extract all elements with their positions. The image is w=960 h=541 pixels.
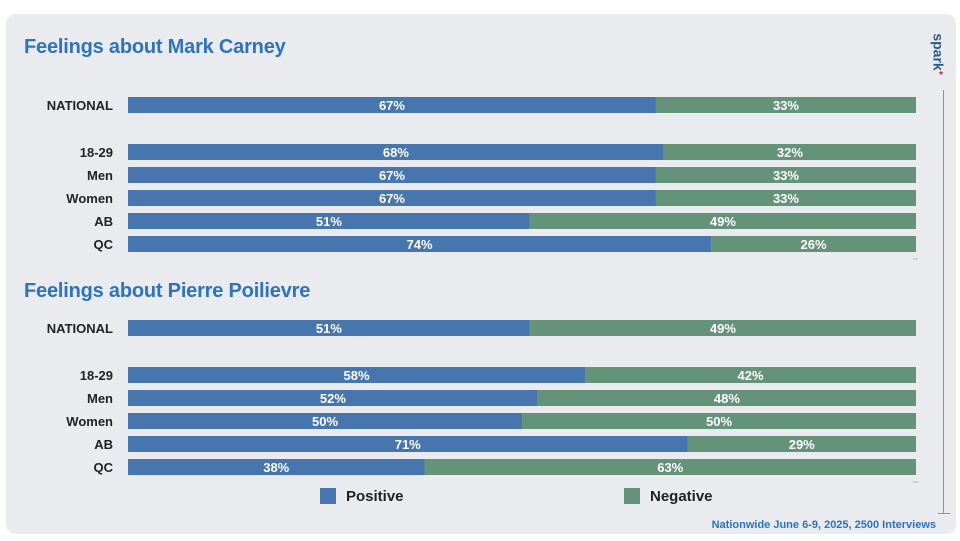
legend-positive: Positive	[320, 487, 404, 505]
bar-negative	[537, 390, 916, 406]
source-note: Nationwide June 6-9, 2025, 2500 Intervie…	[711, 519, 936, 531]
data-label: 52%	[320, 391, 346, 406]
data-label: 26%	[801, 237, 827, 252]
bar-negative	[529, 213, 916, 229]
bar-positive	[128, 367, 586, 383]
data-label: 42%	[738, 368, 764, 383]
data-label: 33%	[773, 168, 799, 183]
data-label: 50%	[706, 414, 732, 429]
bar-negative	[424, 459, 916, 475]
category-label: NATIONAL	[47, 321, 113, 336]
bar-negative	[711, 236, 916, 252]
data-label: 48%	[714, 391, 740, 406]
legend-positive-label: Positive	[346, 487, 404, 505]
legend-negative-label: Negative	[650, 487, 713, 505]
bar-negative	[655, 167, 916, 183]
category-label: AB	[94, 437, 113, 452]
data-label: 63%	[657, 460, 683, 475]
bar-positive	[128, 97, 656, 113]
brand-rule-cap	[938, 513, 950, 514]
data-label: 74%	[407, 237, 433, 252]
data-label: 67%	[379, 168, 405, 183]
brand-star-icon: *	[939, 70, 943, 81]
chart-title-poilievre: Feelings about Pierre Poilievre	[24, 280, 311, 302]
data-label: 49%	[710, 321, 736, 336]
data-label: 51%	[316, 321, 342, 336]
bar-negative	[655, 97, 916, 113]
bar-negative	[529, 320, 916, 336]
data-label: 32%	[777, 145, 803, 160]
bar-positive	[128, 320, 530, 336]
category-label: 18-29	[80, 368, 113, 383]
data-label: 38%	[263, 460, 289, 475]
bar-negative	[522, 413, 916, 429]
bar-negative	[687, 436, 916, 452]
data-label: 51%	[316, 214, 342, 229]
data-label: 67%	[379, 191, 405, 206]
bar-negative	[655, 190, 916, 206]
legend-negative-swatch	[624, 488, 640, 504]
category-label: Men	[87, 168, 113, 183]
bar-positive	[128, 213, 530, 229]
legend-negative: Negative	[624, 487, 713, 505]
category-label: AB	[94, 214, 113, 229]
bar-positive	[128, 390, 538, 406]
data-label: 50%	[312, 414, 338, 429]
data-label: 49%	[710, 214, 736, 229]
category-label: Women	[66, 191, 113, 206]
bar-positive	[128, 436, 688, 452]
bar-positive	[128, 236, 712, 252]
data-label: 33%	[773, 98, 799, 113]
bar-positive	[128, 144, 664, 160]
category-label: 18-29	[80, 145, 113, 160]
bar-positive	[128, 459, 425, 475]
chart-title-carney: Feelings about Mark Carney	[24, 36, 286, 58]
brand-rule	[943, 90, 944, 514]
category-label: Men	[87, 391, 113, 406]
brand-name: spark	[930, 33, 947, 71]
data-label: 71%	[395, 437, 421, 452]
bar-negative	[585, 367, 916, 383]
data-label: 68%	[383, 145, 409, 160]
category-label: Women	[66, 414, 113, 429]
category-label: NATIONAL	[47, 98, 113, 113]
data-label: 33%	[773, 191, 799, 206]
bar-positive	[128, 413, 522, 429]
data-label: 29%	[789, 437, 815, 452]
data-label: 67%	[379, 98, 405, 113]
bar-positive	[128, 167, 656, 183]
brand-logo: spark *	[930, 30, 954, 81]
bar-positive	[128, 190, 656, 206]
data-label: 58%	[344, 368, 370, 383]
legend-positive-swatch	[320, 488, 336, 504]
category-label: QC	[94, 460, 114, 475]
bar-negative	[663, 144, 916, 160]
category-label: QC	[94, 237, 114, 252]
